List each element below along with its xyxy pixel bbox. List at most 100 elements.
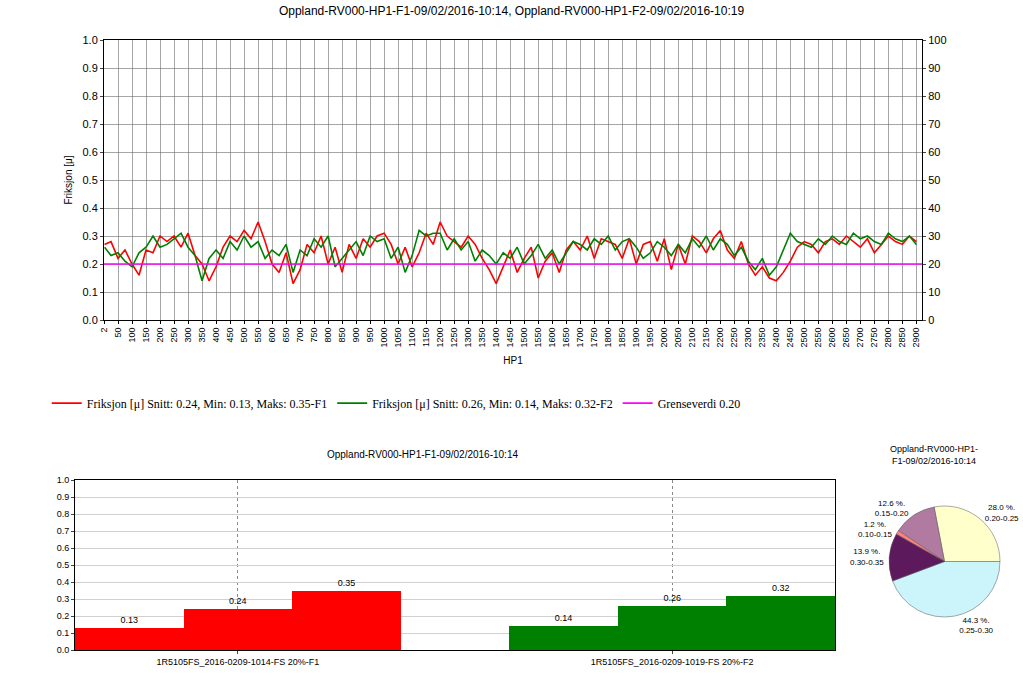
svg-text:0.1: 0.1 <box>57 628 70 638</box>
svg-text:80: 80 <box>928 90 940 102</box>
svg-text:750: 750 <box>309 328 319 343</box>
svg-text:0.7: 0.7 <box>57 526 70 536</box>
svg-text:0.9: 0.9 <box>57 492 70 502</box>
svg-text:1450: 1450 <box>505 328 515 348</box>
svg-text:0.5: 0.5 <box>83 174 98 186</box>
svg-text:0.0: 0.0 <box>57 645 70 655</box>
svg-text:50: 50 <box>113 328 123 338</box>
svg-text:0.35: 0.35 <box>338 578 356 588</box>
svg-text:1.0: 1.0 <box>57 475 70 485</box>
svg-text:2400: 2400 <box>771 328 781 348</box>
svg-text:0.2: 0.2 <box>83 258 98 270</box>
svg-text:2250: 2250 <box>729 328 739 348</box>
svg-text:0.26: 0.26 <box>663 593 681 603</box>
svg-text:12.6 %.0.15-0.20: 12.6 %.0.15-0.20 <box>875 499 909 518</box>
svg-text:60: 60 <box>928 146 940 158</box>
svg-text:2700: 2700 <box>855 328 865 348</box>
svg-text:2800: 2800 <box>883 328 893 348</box>
svg-text:0.13: 0.13 <box>121 615 139 625</box>
svg-text:350: 350 <box>197 328 207 343</box>
svg-text:2750: 2750 <box>869 328 879 348</box>
svg-text:0.1: 0.1 <box>83 286 98 298</box>
svg-text:0.4: 0.4 <box>83 202 98 214</box>
svg-text:2550: 2550 <box>813 328 823 348</box>
svg-text:0.6: 0.6 <box>57 543 70 553</box>
svg-text:2: 2 <box>99 328 109 333</box>
svg-text:100: 100 <box>127 328 137 343</box>
svg-text:1250: 1250 <box>449 328 459 348</box>
svg-text:300: 300 <box>183 328 193 343</box>
svg-text:0.0: 0.0 <box>83 314 98 326</box>
svg-text:13.9 %.0.30-0.35: 13.9 %.0.30-0.35 <box>850 547 884 566</box>
svg-text:2450: 2450 <box>785 328 795 348</box>
svg-text:700: 700 <box>295 328 305 343</box>
svg-text:1150: 1150 <box>421 328 431 347</box>
svg-text:1200: 1200 <box>435 328 445 348</box>
svg-text:1650: 1650 <box>561 328 571 348</box>
svg-text:1600: 1600 <box>547 328 557 348</box>
svg-text:900: 900 <box>351 328 361 343</box>
svg-text:Grenseverdi 0.20: Grenseverdi 0.20 <box>658 397 741 411</box>
svg-text:2000: 2000 <box>659 328 669 348</box>
svg-text:1800: 1800 <box>603 328 613 348</box>
svg-text:1.2 %.0.10-0.15: 1.2 %.0.10-0.15 <box>858 520 892 539</box>
svg-text:1000: 1000 <box>379 328 389 348</box>
svg-text:0.2: 0.2 <box>57 611 70 621</box>
svg-text:1500: 1500 <box>519 328 529 348</box>
svg-text:1100: 1100 <box>407 328 417 347</box>
svg-text:Friksjon [μ]: Friksjon [μ] <box>63 155 74 204</box>
svg-text:200: 200 <box>155 328 165 343</box>
svg-text:800: 800 <box>323 328 333 343</box>
svg-text:Friksjon [μ] Snitt: 0.24, Min:: Friksjon [μ] Snitt: 0.24, Min: 0.13, Mak… <box>87 397 327 411</box>
svg-text:0.3: 0.3 <box>57 594 70 604</box>
svg-text:28.0 %.0.20-0.25: 28.0 %.0.20-0.25 <box>985 503 1019 522</box>
svg-text:0.7: 0.7 <box>83 118 98 130</box>
svg-text:550: 550 <box>253 328 263 343</box>
svg-text:950: 950 <box>365 328 375 343</box>
svg-text:2050: 2050 <box>673 328 683 348</box>
svg-text:50: 50 <box>928 174 940 186</box>
svg-text:44.3 %.0.25-0.30: 44.3 %.0.25-0.30 <box>959 616 993 635</box>
svg-text:150: 150 <box>141 328 151 343</box>
svg-text:1R5105FS_2016-0209-1019-FS 20%: 1R5105FS_2016-0209-1019-FS 20%-F2 <box>591 657 754 667</box>
svg-text:Oppland-RV000-HP1-F1-09/02/201: Oppland-RV000-HP1-F1-09/02/2016-10:14 <box>327 449 518 460</box>
svg-text:1950: 1950 <box>645 328 655 348</box>
svg-text:1700: 1700 <box>575 328 585 348</box>
svg-text:0.6: 0.6 <box>83 146 98 158</box>
svg-text:HP1: HP1 <box>503 355 523 366</box>
svg-text:650: 650 <box>281 328 291 343</box>
svg-text:1050: 1050 <box>393 328 403 348</box>
svg-text:1350: 1350 <box>477 328 487 348</box>
svg-text:2650: 2650 <box>841 328 851 348</box>
svg-text:1550: 1550 <box>533 328 543 348</box>
svg-text:450: 450 <box>225 328 235 343</box>
svg-text:0.4: 0.4 <box>57 577 70 587</box>
svg-text:250: 250 <box>169 328 179 343</box>
svg-text:500: 500 <box>239 328 249 343</box>
svg-text:70: 70 <box>928 118 940 130</box>
svg-text:2500: 2500 <box>799 328 809 348</box>
svg-text:90: 90 <box>928 62 940 74</box>
svg-text:Oppland-RV000-HP1-F1-09/02/201: Oppland-RV000-HP1-F1-09/02/2016-10:14 <box>890 444 978 466</box>
svg-text:0.14: 0.14 <box>555 613 573 623</box>
svg-text:850: 850 <box>337 328 347 343</box>
svg-text:1400: 1400 <box>491 328 501 348</box>
svg-text:1750: 1750 <box>589 328 599 348</box>
svg-text:1300: 1300 <box>463 328 473 348</box>
svg-text:0.3: 0.3 <box>83 230 98 242</box>
svg-text:2350: 2350 <box>757 328 767 348</box>
svg-text:0.8: 0.8 <box>83 90 98 102</box>
svg-text:2200: 2200 <box>715 328 725 348</box>
svg-text:400: 400 <box>211 328 221 343</box>
svg-text:0.24: 0.24 <box>229 596 247 606</box>
svg-text:1R5105FS_2016-0209-1014-FS 20%: 1R5105FS_2016-0209-1014-FS 20%-F1 <box>157 657 320 667</box>
svg-text:2100: 2100 <box>687 328 697 348</box>
svg-text:600: 600 <box>267 328 277 343</box>
svg-text:1850: 1850 <box>617 328 627 348</box>
svg-text:100: 100 <box>928 34 946 46</box>
svg-text:2900: 2900 <box>911 328 921 348</box>
svg-text:2850: 2850 <box>897 328 907 348</box>
svg-text:10: 10 <box>928 286 940 298</box>
svg-text:20: 20 <box>928 258 940 270</box>
svg-text:Friksjon [μ] Snitt: 0.26, Min:: Friksjon [μ] Snitt: 0.26, Min: 0.14, Mak… <box>372 397 612 411</box>
